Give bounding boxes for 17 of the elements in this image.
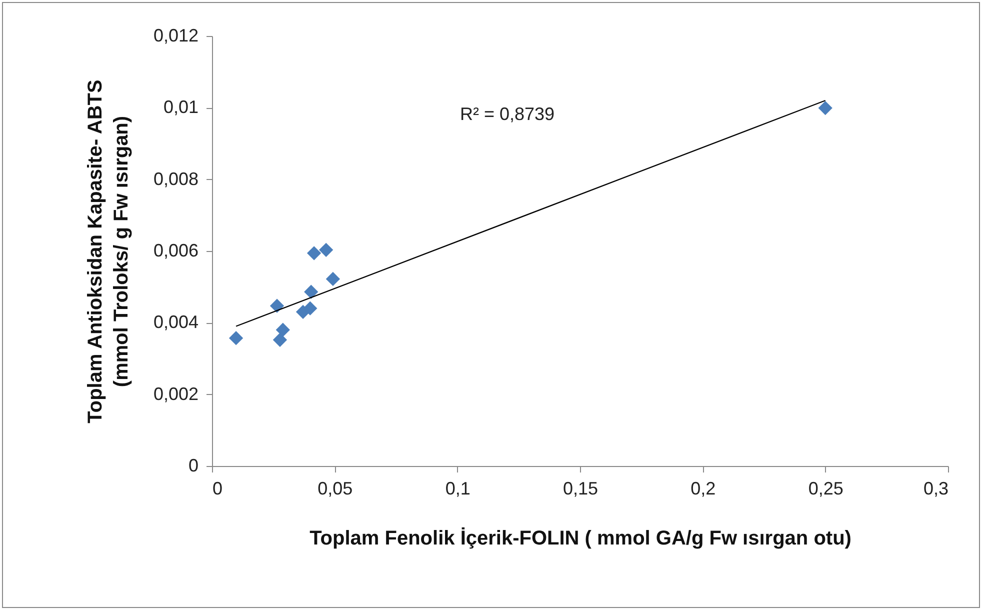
x-tick-label: 0,3	[923, 478, 948, 498]
x-tick-label: 0,2	[690, 478, 716, 498]
y-tick-label: 0,002	[153, 384, 198, 404]
x-tick-label: 0,1	[445, 478, 470, 498]
y-tick-label: 0,012	[153, 26, 198, 46]
x-tick-label: 0	[212, 478, 223, 498]
y-tick-label: 0,01	[163, 97, 198, 118]
x-tick-label: 0,15	[562, 478, 598, 498]
x-axis-title: Toplam Fenolik İçerik-FOLIN ( mmol GA/g Fw ısırgan otu)	[310, 526, 852, 550]
y-tick-label: 0,006	[153, 240, 198, 260]
y-tick-label: 0	[188, 456, 198, 476]
annotation: R² = 0,8739	[460, 104, 555, 124]
y-axis-title: Toplam Antioksidan Kapasite- ABTS (mmol Troloks/ g Fw ısırgan)	[84, 80, 132, 424]
y-tick-label: 0,004	[153, 312, 198, 332]
x-tick-label: 0,25	[808, 478, 844, 498]
y-tick-label: 0,008	[153, 168, 198, 189]
x-tick-label: 0,05	[318, 478, 353, 498]
